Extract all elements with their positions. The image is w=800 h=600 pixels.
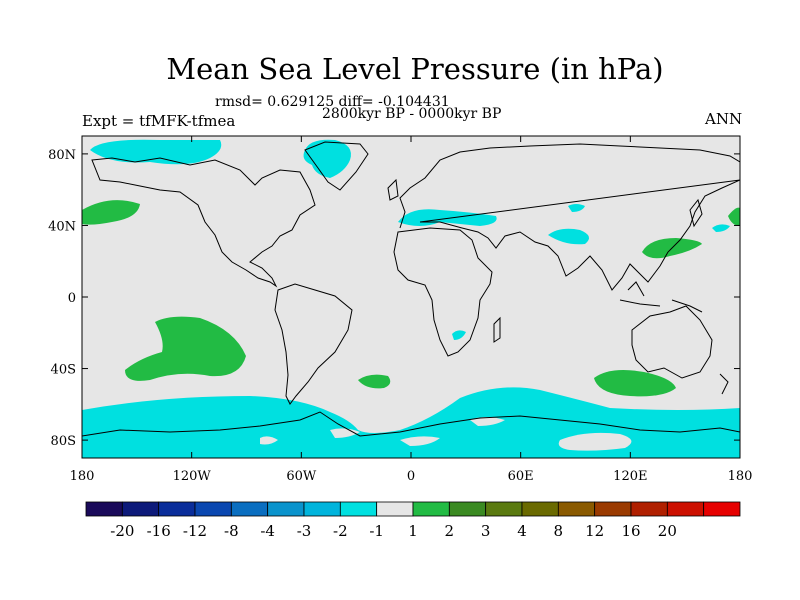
colorbar-swatch xyxy=(303,501,341,517)
y-tick-label: 40S xyxy=(51,363,76,378)
north-america-coast xyxy=(91,157,316,288)
colorbar-label: 1 xyxy=(408,522,418,540)
colorbar-swatch xyxy=(158,501,196,517)
colorbar-swatch xyxy=(194,501,232,517)
colorbar-swatch xyxy=(630,501,668,517)
colorbar-label: -16 xyxy=(147,522,171,540)
colorbar-swatch xyxy=(230,501,269,517)
colorbar-swatch xyxy=(376,501,414,517)
colorbar-label: 20 xyxy=(658,522,677,540)
greenland-coast xyxy=(304,141,369,191)
southern-ocean-holes xyxy=(260,417,632,451)
colorbar-label: -8 xyxy=(224,522,239,540)
colorbar-swatch xyxy=(412,501,450,517)
map-title: Mean Sea Level Pressure (in hPa) xyxy=(166,52,664,86)
colorbar-label: 8 xyxy=(554,522,564,540)
greenland-anomaly xyxy=(303,139,351,178)
pacific-small-anomaly xyxy=(712,224,730,232)
colorbar-label: -2 xyxy=(333,522,348,540)
x-tick-label: 180 xyxy=(728,469,753,484)
madagascar-coast xyxy=(493,316,501,343)
y-tick-label: 80N xyxy=(48,148,76,163)
eurasia-coast xyxy=(399,143,740,291)
y-tick-label: 40N xyxy=(48,219,76,234)
positive-anomaly-regions xyxy=(82,200,740,397)
y-tick-label: 80S xyxy=(51,434,76,449)
uk-coast xyxy=(387,178,399,201)
south-pacific-anomaly xyxy=(125,316,246,381)
colorbar-swatch xyxy=(85,501,123,517)
africa-coast xyxy=(393,227,493,357)
colorbar-swatch xyxy=(339,501,378,517)
season-label: ANN xyxy=(705,110,743,128)
colorbar-label: -12 xyxy=(183,522,207,540)
colorbar-label: 2 xyxy=(445,522,455,540)
north-pacific-east-anomaly xyxy=(82,200,140,225)
south-atlantic-anomaly xyxy=(358,374,391,389)
x-tick-label: 120E xyxy=(613,469,647,484)
africa-small-anomaly xyxy=(452,330,466,340)
colorbar-swatch xyxy=(485,501,523,517)
anomaly-layer xyxy=(82,139,740,458)
colorbar: -20 -16 -12 -8 -4 -3 -2 -1 1 2 3 4 8 12 16 20 xyxy=(85,501,741,540)
colorbar-label: 3 xyxy=(481,522,491,540)
central-asia-anomaly xyxy=(548,228,589,245)
experiment-label: Expt = tfMFK-tfmea xyxy=(82,112,236,130)
west-asia-anomaly xyxy=(568,204,585,212)
x-tick-label: 0 xyxy=(407,469,415,484)
x-tick-label: 180 xyxy=(70,469,95,484)
southern-indian-anomaly xyxy=(594,370,676,397)
colorbar-swatch xyxy=(267,501,305,517)
colorbar-swatch xyxy=(666,501,705,517)
y-tick-label: 0 xyxy=(68,291,76,306)
colorbar-swatch xyxy=(594,501,632,517)
pacific-edge-anomaly xyxy=(728,207,740,226)
south-america-coast xyxy=(274,283,353,405)
x-tick-label: 60E xyxy=(508,469,534,484)
colorbar-swatch xyxy=(448,501,487,517)
antarctica-coast xyxy=(82,411,740,437)
colorbar-swatch xyxy=(703,501,741,517)
new-zealand-coast xyxy=(719,373,729,395)
x-tick-label: 120W xyxy=(173,469,212,484)
stats-label: rmsd= 0.629125 diff= -0.104431 xyxy=(215,94,450,110)
colorbar-swatch xyxy=(121,501,160,517)
axes-layer: 180 120W 60W 0 60E 120E 180 80N 40N 0 40S 80S xyxy=(48,136,752,484)
colorbar-swatch xyxy=(557,501,596,517)
arctic-anomaly xyxy=(90,139,222,165)
colorbar-label: -1 xyxy=(369,522,384,540)
colorbar-label: 4 xyxy=(517,522,527,540)
period-label: 2800kyr BP - 0000kyr BP xyxy=(322,106,502,122)
australia-coast xyxy=(631,305,713,379)
japan-coast xyxy=(689,198,703,228)
colorbar-label: -3 xyxy=(297,522,312,540)
colorbar-swatch xyxy=(521,501,559,517)
colorbar-label: 12 xyxy=(585,522,604,540)
colorbar-label: 16 xyxy=(621,522,640,540)
coastlines xyxy=(82,141,740,437)
colorbar-label: -20 xyxy=(110,522,134,540)
colorbar-label: -4 xyxy=(260,522,275,540)
x-tick-label: 60W xyxy=(286,469,317,484)
indonesia-coast xyxy=(619,281,703,313)
